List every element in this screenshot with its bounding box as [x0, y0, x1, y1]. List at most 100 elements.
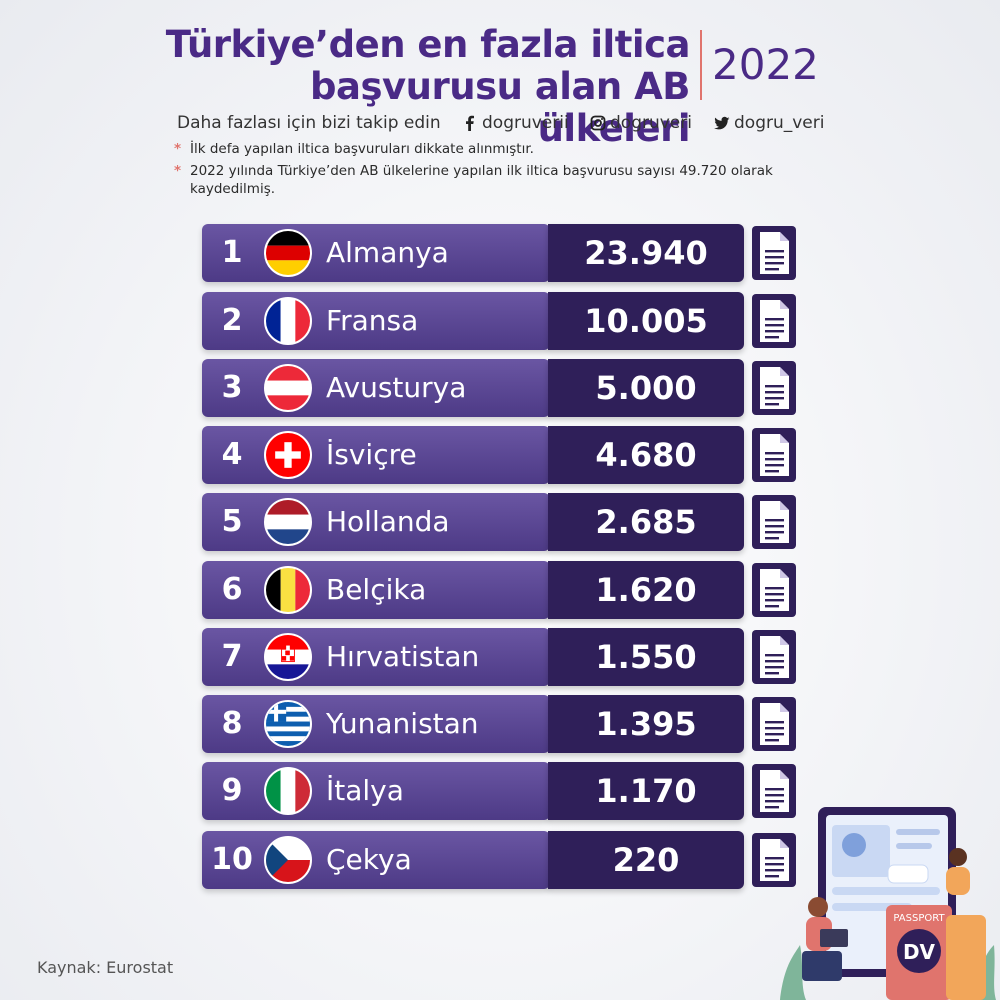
- document-icon: [760, 770, 789, 812]
- row-label-panel: [202, 628, 550, 686]
- chart-title: Türkiye’den en fazla iltica başvurusu al…: [150, 23, 691, 150]
- country-label: Hırvatistan: [326, 640, 480, 673]
- dv-logo: [897, 929, 941, 973]
- france-flag-icon: [264, 297, 312, 345]
- twitter-link[interactable]: dogru_veri: [714, 113, 824, 133]
- document-icon: [760, 300, 789, 342]
- croatia-flag-icon: [264, 633, 312, 681]
- value-label: 23.940: [584, 234, 708, 272]
- value-label: 10.005: [584, 302, 708, 340]
- document-button: [752, 764, 796, 818]
- asterisk-icon: *: [174, 141, 182, 157]
- document-button: [752, 697, 796, 751]
- note-text-2: 2022 yılında Türkiye’den AB ülkelerine y…: [190, 163, 773, 197]
- value-label: 1.550: [595, 638, 697, 676]
- rank-label: 7: [221, 639, 243, 674]
- value-label: 220: [612, 841, 680, 879]
- illustration: PASSPORT DV: [780, 807, 996, 1000]
- country-label: Almanya: [326, 236, 449, 269]
- twitter-handle: dogru_veri: [734, 113, 825, 133]
- table-row: 6 Belçika 1.620: [202, 561, 802, 619]
- note-2: * 2022 yılında Türkiye’den AB ülkelerine…: [172, 162, 792, 198]
- row-value-panel: [548, 493, 744, 551]
- row-label-panel: [202, 762, 550, 820]
- row-value-panel: [548, 561, 744, 619]
- document-icon: [760, 636, 789, 678]
- value-label: 2.685: [595, 503, 697, 541]
- document-icon: [760, 501, 789, 543]
- rank-label: 1: [221, 235, 243, 270]
- logo-text: DV: [903, 940, 936, 964]
- row-label-panel: [202, 561, 550, 619]
- row-label-panel: [202, 359, 550, 417]
- germany-flag-icon: [264, 229, 312, 277]
- row-value-panel: [548, 292, 744, 350]
- laptop-icon: [820, 929, 848, 947]
- rank-label: 4: [221, 437, 243, 472]
- table-row: 9 İtalya 1.170: [202, 762, 802, 820]
- instagram-icon: [590, 115, 606, 131]
- value-label: 5.000: [595, 369, 697, 407]
- value-label: 4.680: [595, 436, 697, 474]
- country-label: Fransa: [326, 304, 419, 337]
- row-value-panel: [548, 831, 744, 889]
- document-icon: [760, 703, 789, 745]
- country-label: İtalya: [326, 774, 404, 807]
- title-line-1: Türkiye’den en fazla iltica: [165, 23, 691, 66]
- document-button: [752, 833, 796, 887]
- italy-flag-icon: [264, 767, 312, 815]
- belgium-flag-icon: [264, 566, 312, 614]
- rank-label: 6: [221, 572, 243, 607]
- country-label: Çekya: [326, 843, 412, 876]
- document-button: [752, 428, 796, 482]
- document-icon: [760, 232, 789, 274]
- passport-label: PASSPORT: [893, 913, 945, 924]
- facebook-icon: [466, 115, 474, 131]
- table-row: 5 Hollanda 2.685: [202, 493, 802, 551]
- year-label: 2022: [712, 40, 819, 89]
- rank-label: 8: [221, 706, 243, 741]
- country-label: Yunanistan: [326, 707, 479, 740]
- value-label: 1.395: [595, 705, 697, 743]
- document-button: [752, 495, 796, 549]
- document-icon: [760, 434, 789, 476]
- value-label: 1.620: [595, 571, 697, 609]
- row-label-panel: [202, 695, 550, 753]
- instagram-handle: dogruveri: [610, 113, 692, 133]
- instagram-link[interactable]: dogruveri: [590, 113, 692, 133]
- document-icon: [760, 839, 789, 881]
- row-value-panel: [548, 695, 744, 753]
- rank-label: 3: [221, 370, 243, 405]
- document-button: [752, 630, 796, 684]
- country-label: Hollanda: [326, 505, 450, 538]
- document-button: [752, 361, 796, 415]
- avatar-icon: [842, 833, 866, 857]
- facebook-link[interactable]: dogruverii: [462, 113, 569, 133]
- document-button: [752, 563, 796, 617]
- table-row: 8 Yunanistan 1.395: [202, 695, 802, 753]
- table-row: 3 Avusturya 5.000: [202, 359, 802, 417]
- switzerland-flag-icon: [264, 431, 312, 479]
- czechia-flag-icon: [264, 836, 312, 884]
- source-label: Kaynak: Eurostat: [37, 958, 174, 977]
- austria-flag-icon: [264, 364, 312, 412]
- row-label-panel: [202, 831, 550, 889]
- netherlands-flag-icon: [264, 498, 312, 546]
- table-row: 1 Almanya 23.940: [202, 224, 802, 282]
- row-value-panel: [548, 762, 744, 820]
- table-row: 7 Hırvatistan 1.550: [202, 628, 802, 686]
- table-row: 2 Fransa 10.005: [202, 292, 802, 350]
- document-icon: [760, 367, 789, 409]
- plant-icon: [780, 945, 806, 1000]
- row-value-panel: [548, 426, 744, 484]
- value-label: 1.170: [595, 772, 697, 810]
- social-row: Daha fazlası için bizi takip edin dogruv…: [172, 113, 832, 137]
- country-label: İsviçre: [326, 438, 417, 471]
- country-label: Avusturya: [326, 371, 467, 404]
- row-label-panel: [202, 292, 550, 350]
- document-icon: [760, 569, 789, 611]
- note-text-1: İlk defa yapılan iltica başvuruları dikk…: [190, 141, 534, 157]
- country-label: Belçika: [326, 573, 427, 606]
- greece-flag-icon: [264, 700, 312, 748]
- table-row: 4 İsviçre 4.680: [202, 426, 802, 484]
